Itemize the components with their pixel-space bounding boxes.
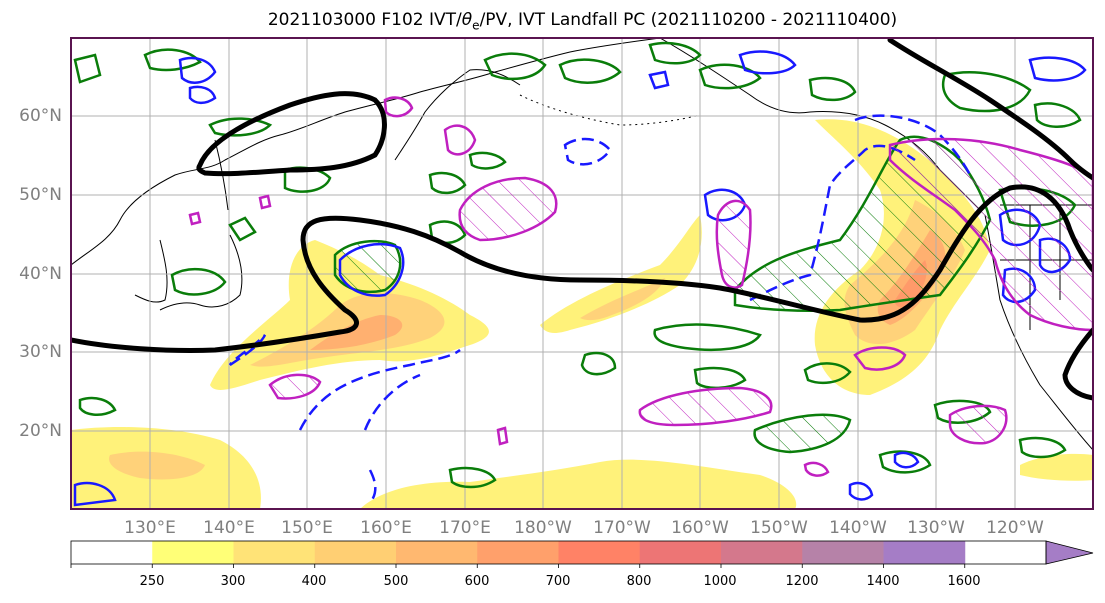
page-title: 2021103000 F102 IVT/θe/PV, IVT Landfall … <box>267 10 898 33</box>
lon-label: 120°W <box>986 518 1044 538</box>
lat-label: 50°N <box>19 185 62 205</box>
lon-label: 150°W <box>750 518 808 538</box>
ivt-plume-central <box>540 215 702 333</box>
lon-label: 160°E <box>360 518 412 538</box>
colorbar <box>70 540 1094 568</box>
colorbar-cell <box>152 541 234 564</box>
map-plot-area <box>71 38 1093 509</box>
coast-korea <box>134 239 168 303</box>
pv-dashed-trough <box>298 348 461 431</box>
colorbar-cell <box>71 541 153 564</box>
pv-dashed-ridge <box>749 144 916 302</box>
lat-label: 20°N <box>19 421 62 441</box>
pv-dashed-west <box>228 334 267 367</box>
pc-contours <box>188 96 1093 477</box>
pc-hatched-box <box>715 199 752 289</box>
jet-lines <box>71 38 1093 401</box>
theta-e-hatched-box <box>333 239 402 294</box>
colorbar-cell <box>883 541 966 564</box>
ivt-plume-west-inner <box>310 315 403 350</box>
ivt-tropical-mid <box>360 459 797 509</box>
colorbar-tick-label: 250 <box>139 574 165 589</box>
lon-label: 130°E <box>124 518 176 538</box>
colorbar-cell <box>396 541 478 564</box>
lon-label: 160°W <box>671 518 729 538</box>
jet-closed-low <box>196 91 387 177</box>
theta-e-hatched-south <box>753 413 852 454</box>
coast-japan <box>159 234 243 311</box>
colorbar-cell <box>721 541 803 564</box>
ivt-tropical-east <box>1020 453 1093 481</box>
lon-label: 150°E <box>281 518 333 538</box>
lon-label: 140°E <box>203 518 255 538</box>
colorbar-frame <box>70 540 1047 565</box>
lon-label: 140°W <box>829 518 887 538</box>
lat-label: 40°N <box>19 264 62 284</box>
colorbar-tick-label: 1000 <box>703 574 737 589</box>
colorbar-tick-label: 600 <box>464 574 490 589</box>
ivt-tropical-west-core <box>109 451 205 480</box>
colorbar-cell <box>558 541 641 564</box>
jet-se <box>1062 327 1093 401</box>
colorbar-cell <box>314 541 397 564</box>
pc-hatched-se <box>948 404 1008 445</box>
coast-aleutians <box>519 94 701 126</box>
colorbar-cell <box>477 541 559 564</box>
lon-label: 170°E <box>439 518 491 538</box>
colorbar-cell <box>233 541 316 564</box>
colorbar-cell <box>802 541 884 564</box>
colorbar-tick-label: 1200 <box>785 574 819 589</box>
colorbar-tick-label: 1600 <box>947 574 981 589</box>
jet-ne <box>887 38 1093 181</box>
coast-kamchatka <box>394 69 521 161</box>
lat-label: 60°N <box>19 106 62 126</box>
colorbar-tick-label: 300 <box>220 574 246 589</box>
lon-label: 180°W <box>514 518 572 538</box>
map-frame <box>70 37 1094 510</box>
pc-hatched-east <box>888 137 1093 332</box>
pc-hatched-north <box>458 176 558 242</box>
pv-closed-west <box>338 242 405 297</box>
colorbar-tick-label: 400 <box>301 574 327 589</box>
pc-hatched-south <box>638 386 773 427</box>
colorbar-tick-label: 700 <box>545 574 571 589</box>
jet-stream-main <box>71 184 1093 354</box>
colorbar-cell <box>639 541 722 564</box>
lon-label: 130°W <box>907 518 965 538</box>
lon-label: 170°W <box>593 518 651 538</box>
colorbar-tick-label: 1400 <box>866 574 900 589</box>
colorbar-tick-label: 500 <box>383 574 409 589</box>
lat-label: 30°N <box>19 342 62 362</box>
colorbar-extend-arrow <box>1045 540 1094 565</box>
colorbar-tick-label: 800 <box>626 574 652 589</box>
